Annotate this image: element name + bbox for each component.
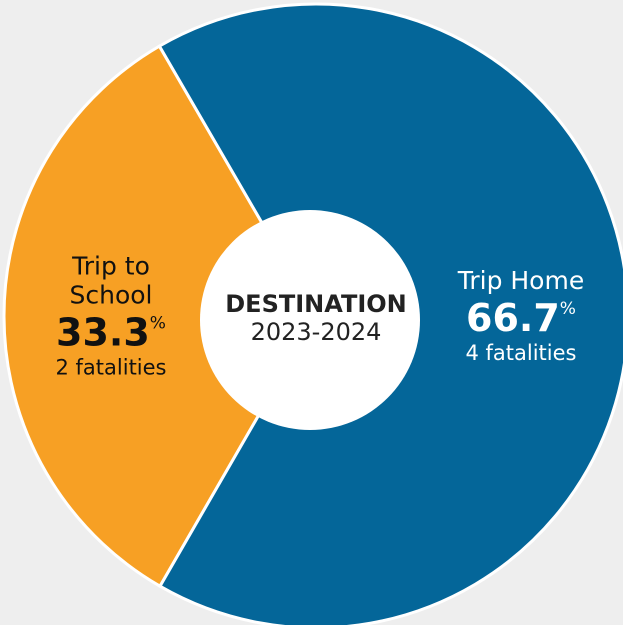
category-label: Trip Home xyxy=(457,265,585,295)
value-label: 66.7% xyxy=(466,295,576,340)
chart-title: DESTINATION xyxy=(225,290,407,318)
donut-hole xyxy=(200,210,420,430)
segment-label: Trip to School 33.3% 2 fatalities xyxy=(41,251,181,380)
value-unit: % xyxy=(559,298,576,319)
category-label: Trip to School xyxy=(69,251,153,310)
center-label: DESTINATION 2023-2024 xyxy=(225,290,407,346)
detail-label: 2 fatalities xyxy=(55,355,167,380)
segment-label: Trip Home 66.7% 4 fatalities xyxy=(421,265,621,365)
detail-label: 4 fatalities xyxy=(465,340,577,365)
donut-segment xyxy=(2,44,318,589)
chart-subtitle: 2023-2024 xyxy=(250,318,382,346)
value-label: 33.3% xyxy=(56,310,166,355)
value-unit: % xyxy=(149,313,166,334)
